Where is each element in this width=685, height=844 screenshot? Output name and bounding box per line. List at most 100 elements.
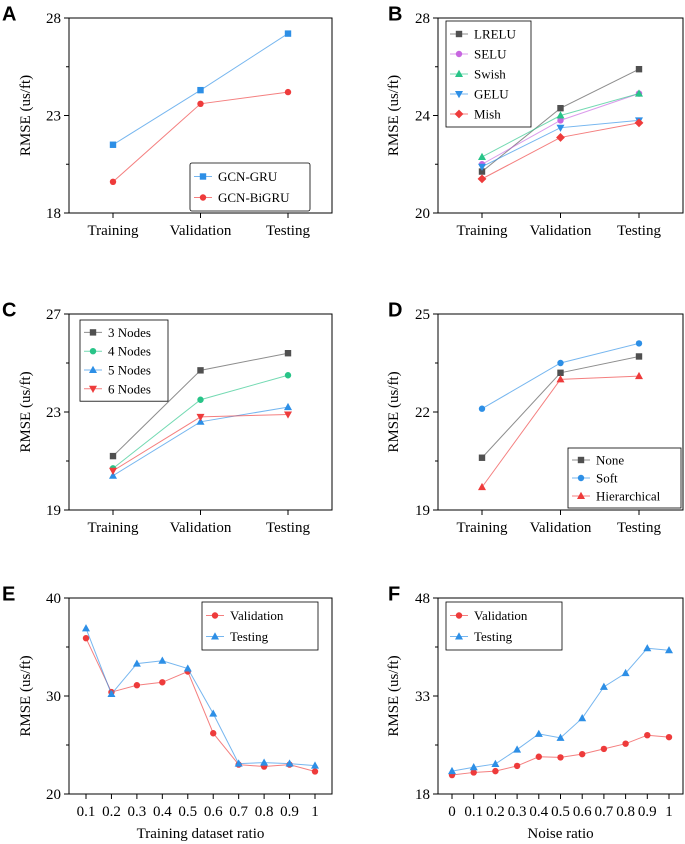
panel-letter: B: [388, 3, 402, 25]
legend-label: GCN-BiGRU: [218, 190, 290, 205]
data-point: [635, 371, 643, 380]
data-point: [197, 100, 204, 108]
data-point: [665, 646, 673, 654]
data-point: [284, 402, 292, 411]
panel-b: B 20 24 28 Training Validation Testing RMSE (us…: [386, 3, 684, 239]
x-axis-title: Training dataset ratio: [137, 826, 265, 842]
series-swish: [478, 89, 643, 160]
data-point: [557, 754, 564, 761]
legend-label: None: [596, 453, 624, 468]
series-none: [478, 353, 643, 461]
legend-label: Validation: [474, 608, 528, 623]
x-tick-label: 0.3: [508, 804, 527, 820]
panel-letter: C: [2, 299, 16, 321]
y-tick-label: 28: [415, 11, 430, 27]
legend-marker: [577, 474, 585, 482]
data-point: [469, 763, 478, 771]
panel-letter: E: [2, 583, 15, 605]
x-tick-label: Testing: [266, 520, 310, 536]
panel-f: F 18 33 48 0 0.1 0.2 0.3 0.4 0.5 0.6 0.7 0.8 0.9 1 RMSE…: [386, 583, 684, 842]
data-point: [107, 689, 116, 698]
legend-label: LRELU: [474, 27, 516, 42]
x-tick-label: Validation: [170, 520, 232, 536]
legend-label: 5 Nodes: [108, 363, 151, 378]
data-point: [197, 396, 204, 403]
legend-marker: [211, 632, 219, 640]
legend: None Soft Hierarchical: [567, 447, 682, 509]
series-gcn-gru: [109, 30, 292, 148]
y-tick-label: 25: [415, 307, 430, 323]
y-tick-label: 48: [415, 591, 430, 607]
legend-marker: [455, 612, 463, 619]
data-point: [557, 117, 564, 124]
data-point: [635, 89, 643, 97]
data-point: [285, 759, 294, 767]
x-tick-label: 0.6: [573, 804, 592, 820]
x-tick-label: Testing: [266, 223, 310, 239]
y-tick-label: 23: [46, 109, 61, 125]
data-point: [621, 668, 630, 677]
data-point: [579, 750, 586, 758]
x-tick-label: 0: [448, 804, 456, 820]
legend-box: [201, 601, 319, 651]
data-point: [234, 759, 243, 767]
series-gcn-bigru: [109, 88, 292, 185]
legend-marker: [89, 329, 97, 336]
series-validation: [82, 634, 319, 775]
data-point: [644, 732, 651, 739]
x-tick-label: 0.7: [595, 804, 614, 820]
x-tick-label: 0.3: [128, 804, 147, 820]
data-point: [492, 767, 499, 775]
legend-marker: [211, 612, 219, 619]
panel-letter: F: [388, 583, 400, 605]
x-tick-label: 0.9: [280, 804, 299, 820]
legend-label: Hierarchical: [596, 489, 661, 504]
x-tick-label: 0.7: [229, 804, 248, 820]
data-point: [556, 375, 565, 383]
y-tick-label: 19: [415, 503, 430, 519]
x-tick-label: 0.8: [616, 804, 635, 820]
data-point: [478, 163, 486, 171]
x-tick-label: 0.1: [464, 804, 483, 820]
x-tick-label: 0.9: [638, 804, 657, 820]
data-point: [284, 350, 292, 357]
data-point: [196, 413, 205, 422]
data-point: [600, 745, 608, 753]
legend-marker: [199, 194, 207, 201]
x-tick-label: Training: [456, 520, 508, 536]
data-point: [478, 482, 486, 491]
legend-label: Mish: [474, 107, 501, 122]
x-tick-label: 1: [665, 804, 673, 820]
y-axis-title: RMSE (us/ft): [386, 371, 402, 452]
series-line: [85, 637, 316, 772]
x-tick-label: 0.4: [529, 804, 548, 820]
data-point: [311, 768, 319, 775]
y-axis-title: RMSE (us/ft): [18, 655, 34, 736]
legend-label: SELU: [474, 47, 507, 62]
data-point: [311, 761, 319, 769]
panel-e: E 20 30 40 0.1 0.2 0.3 0.4 0.5 0.6 0.7 0.8 0.9 1 RMSE …: [2, 583, 333, 842]
x-tick-label: Training: [87, 223, 139, 239]
legend: LRELU SELU Swish GELU Mish: [445, 20, 532, 128]
data-point: [635, 353, 643, 360]
x-tick-label: 0.8: [255, 804, 274, 820]
data-point: [599, 682, 608, 690]
data-point: [470, 769, 477, 776]
y-tick-label: 18: [46, 206, 61, 222]
legend-label: 6 Nodes: [108, 381, 151, 396]
y-tick-label: 18: [415, 787, 430, 803]
data-point: [665, 733, 673, 741]
data-point: [82, 624, 90, 632]
x-tick-label: 0.2: [486, 804, 505, 820]
series-3-nodes: [109, 350, 292, 460]
data-point: [557, 104, 564, 112]
legend: 3 Nodes 4 Nodes 5 Nodes 6 Nodes: [79, 319, 169, 402]
series-lrelu: [478, 65, 643, 175]
legend-label: Testing: [230, 629, 269, 644]
y-tick-label: 19: [46, 503, 61, 519]
data-point: [448, 766, 456, 775]
series-testing: [448, 644, 673, 775]
data-point: [197, 367, 204, 374]
y-tick-label: 20: [415, 206, 430, 222]
